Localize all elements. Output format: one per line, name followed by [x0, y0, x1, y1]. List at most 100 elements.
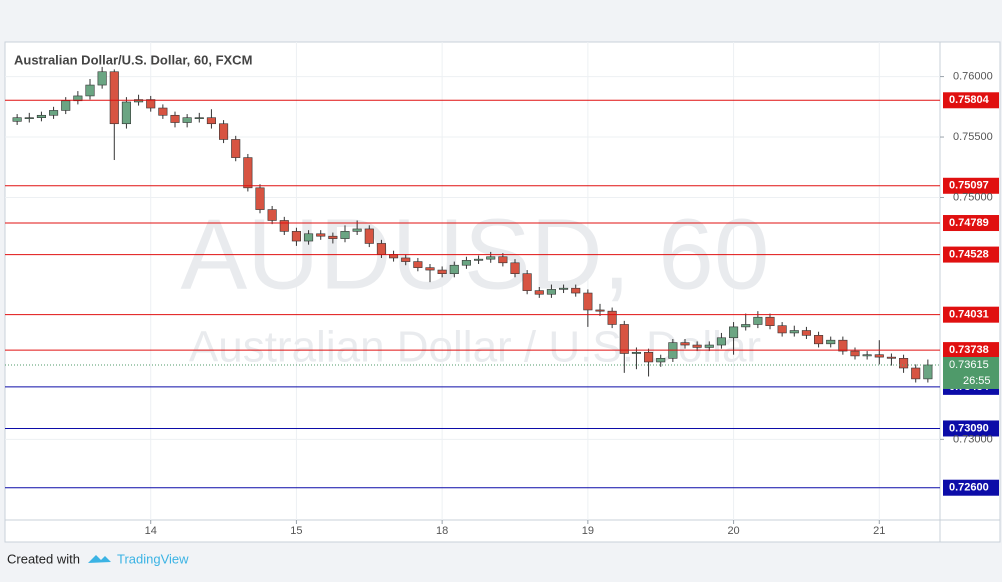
current-price-label: 0.73615: [949, 359, 989, 371]
candle-body: [304, 233, 314, 242]
chart-frame: [4, 41, 1001, 543]
candle-body: [437, 269, 447, 274]
candle-body: [692, 344, 702, 348]
candle-body: [850, 350, 860, 357]
candle-body: [291, 231, 301, 242]
level-label-bg: [943, 246, 999, 263]
candle-body: [24, 117, 34, 119]
candle-body: [789, 330, 799, 334]
candle-body: [753, 316, 763, 325]
level-label-bg: [943, 342, 999, 359]
candle-body: [595, 309, 605, 312]
candle-body: [206, 117, 216, 125]
y-tick-label: 0.75500: [953, 131, 993, 143]
chart-title: Australian Dollar/U.S. Dollar, 60, FXCM: [14, 52, 252, 67]
candle-body: [522, 273, 532, 291]
candle-body: [49, 110, 59, 116]
candle-body: [352, 228, 362, 232]
x-tick-label: 14: [145, 525, 157, 537]
watermark-description: Australian Dollar / U.S. Dollar: [189, 323, 761, 372]
level-label: 0.74528: [949, 248, 989, 260]
candle-body: [279, 220, 289, 232]
candle-body: [729, 326, 739, 339]
candle-body: [12, 117, 22, 122]
candle-body: [656, 358, 666, 363]
x-tick-label: 21: [873, 525, 885, 537]
candles: [12, 66, 933, 383]
candle-body: [158, 107, 168, 116]
candle-body: [801, 330, 811, 336]
axes: 0.76000 0.75500 0.75000 0.73000 14 15 18 19 20 21: [145, 70, 993, 536]
footer-text: Created with: [7, 551, 80, 566]
level-label: 0.72600: [949, 482, 989, 494]
y-tick-label: 0.73000: [953, 433, 993, 445]
candle-body: [85, 84, 95, 97]
candle-body: [36, 114, 46, 118]
candle-body: [194, 117, 204, 119]
candle-body: [267, 209, 277, 221]
candle-body: [109, 71, 119, 125]
candle-body: [255, 187, 265, 210]
candle-body: [777, 325, 787, 334]
countdown: 26:55: [963, 375, 991, 387]
candle-body: [886, 356, 896, 359]
candle-body: [401, 257, 411, 262]
candle-body: [741, 324, 751, 328]
candle-body: [219, 123, 229, 140]
candle-body: [716, 337, 726, 346]
candle-body: [619, 324, 629, 354]
level-label: 0.75097: [949, 180, 989, 192]
candle-body: [583, 292, 593, 311]
candle-body: [376, 243, 386, 255]
candle-body: [826, 339, 836, 345]
candle-body: [97, 71, 107, 86]
level-label: 0.74031: [949, 309, 989, 321]
candle-body: [546, 289, 556, 295]
candle-body: [182, 117, 192, 123]
candle-body: [146, 99, 156, 109]
candle-body: [243, 157, 253, 189]
level-label-bg: [943, 420, 999, 437]
level-label-bg: [943, 479, 999, 496]
candle-body: [862, 354, 872, 357]
candle-body: [899, 358, 909, 369]
y-tick-label: 0.76000: [953, 70, 993, 82]
candle-body: [61, 100, 71, 111]
candle-body: [364, 228, 374, 244]
candle-body: [474, 258, 484, 261]
candle-body: [121, 101, 131, 125]
candle-body: [510, 262, 520, 274]
current-price-bg: [943, 356, 999, 389]
level-label-bg: [943, 215, 999, 232]
level-label-bg: [943, 177, 999, 194]
candle-body: [814, 335, 824, 345]
candle-body: [461, 260, 471, 266]
x-tick-label: 15: [290, 525, 302, 537]
level-label: 0.74789: [949, 217, 989, 229]
candle-body: [644, 351, 654, 363]
candle-body: [559, 287, 569, 290]
x-tick-label: 18: [436, 525, 448, 537]
x-tick-label: 19: [582, 525, 594, 537]
level-label-bg: [943, 92, 999, 109]
candle-body: [486, 256, 496, 260]
candle-body: [704, 344, 714, 348]
brand-link[interactable]: TradingView: [117, 551, 189, 566]
candle-body: [680, 342, 690, 346]
candle-body: [328, 235, 338, 239]
candle-body: [340, 231, 350, 239]
level-label: 0.73090: [949, 422, 989, 434]
levels: 0.75804 0.75097 0.74789 0.74528 0.74031 0.737…: [5, 92, 999, 496]
grid: [5, 42, 940, 520]
candle-body: [631, 351, 641, 354]
level-label-bg: [943, 306, 999, 323]
candle-body: [911, 367, 921, 380]
level-label: 0.73738: [949, 344, 989, 356]
candle-body: [923, 364, 933, 380]
x-tick-label: 20: [727, 525, 739, 537]
candle-body: [449, 264, 459, 274]
candle-body: [838, 339, 848, 352]
candle-body: [607, 310, 617, 325]
